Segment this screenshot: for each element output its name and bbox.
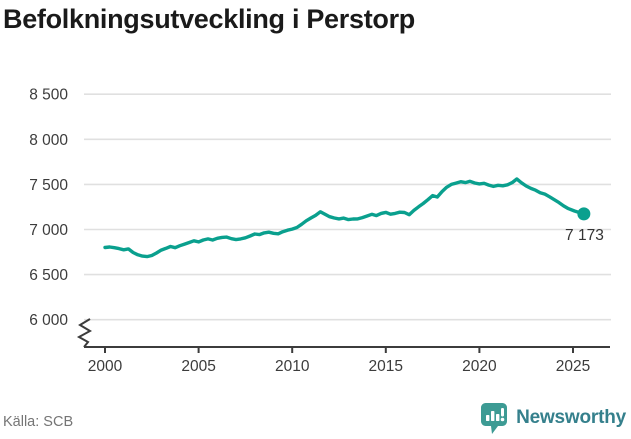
y-axis-tick-label: 6 000 [29,312,68,329]
source-label: Källa: SCB [3,414,74,430]
y-axis-break-icon [76,318,93,348]
y-axis-tick-label: 7 500 [29,177,68,194]
x-axis-tick-label: 2025 [556,358,590,375]
newsworthy-logo: Newsworthy [480,401,626,435]
x-axis-tick-label: 2000 [88,358,123,375]
x-axis-tick-label: 2020 [462,358,497,375]
newsworthy-wordmark: Newsworthy [516,407,626,428]
population-line [103,177,586,259]
y-axis-tick-label: 8 500 [29,87,68,104]
y-axis-tick-label: 8 000 [29,132,68,149]
x-axis-tick-label: 2015 [369,358,403,375]
end-point-dot [577,207,591,221]
y-axis-tick-label: 6 500 [29,267,68,284]
x-axis-tick-label: 2010 [275,358,310,375]
y-axis-tick-label: 7 000 [29,222,68,239]
page-title: Befolkningsutveckling i Perstorp [3,4,415,34]
end-value-label: 7 173 [565,227,604,244]
newsworthy-bubble-chart-icon [481,402,508,434]
x-axis-tick-label: 2005 [181,358,215,375]
